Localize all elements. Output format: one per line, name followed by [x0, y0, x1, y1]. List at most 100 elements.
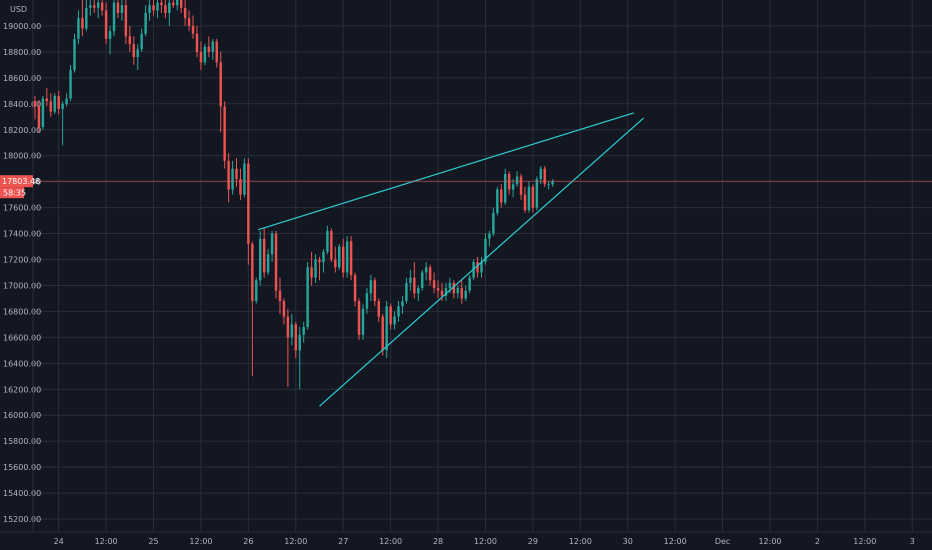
- price-tick-label: 18200.00: [3, 126, 41, 135]
- candle: [484, 233, 487, 265]
- upper-trendline[interactable]: [258, 112, 634, 231]
- candle: [496, 186, 499, 216]
- candle-body: [436, 288, 440, 291]
- candle: [543, 166, 546, 187]
- trendline-group[interactable]: [258, 112, 644, 407]
- candle: [270, 230, 274, 263]
- candle-body: [239, 179, 242, 195]
- candle-body: [278, 290, 282, 302]
- candle: [468, 275, 471, 294]
- candle-body: [480, 262, 483, 273]
- candle: [49, 93, 53, 117]
- candle-body: [464, 290, 467, 299]
- candle-body: [484, 238, 487, 263]
- price-tick-label: 15800.00: [3, 437, 41, 446]
- candle-body: [341, 246, 345, 273]
- candle-body: [187, 18, 191, 26]
- candle-body: [219, 62, 222, 107]
- candle: [503, 168, 507, 206]
- candle: [460, 280, 463, 304]
- time-tick-label: 12:00: [189, 537, 212, 546]
- candle: [211, 38, 215, 60]
- currency-label: USD: [10, 5, 27, 14]
- candle: [432, 272, 436, 294]
- time-tick-label: 2: [815, 537, 820, 546]
- candle-body: [460, 288, 463, 299]
- candle: [401, 295, 404, 315]
- candle: [345, 236, 349, 278]
- candle-body: [69, 70, 72, 99]
- candle-body: [535, 179, 539, 208]
- candle: [310, 251, 313, 286]
- time-axis[interactable]: 24 12:00 25 12:00 26 12:00 27 12:00 28 12:00 29 12:…: [0, 531, 932, 546]
- candle: [160, 0, 163, 13]
- candle-body: [231, 168, 234, 190]
- candle: [294, 321, 298, 359]
- candle-body: [417, 288, 420, 294]
- candle: [258, 230, 262, 286]
- time-tick-label: 29: [528, 537, 538, 546]
- candle-body: [448, 282, 452, 289]
- candle-body: [310, 267, 313, 278]
- candle: [353, 272, 357, 307]
- candlestick-series: [33, 0, 554, 390]
- candle: [112, 0, 116, 37]
- candle: [274, 230, 278, 299]
- candle: [176, 0, 179, 11]
- time-tick-label: 24: [54, 537, 64, 546]
- candle: [179, 0, 183, 13]
- candle: [140, 28, 143, 52]
- candle: [37, 99, 41, 133]
- price-tick-label: 15200.00: [3, 515, 41, 524]
- candle: [519, 173, 523, 200]
- time-tick-label: 27: [338, 537, 348, 546]
- candle: [57, 90, 60, 115]
- candle-body: [551, 181, 554, 185]
- candle-body: [33, 101, 37, 107]
- candle: [357, 298, 361, 340]
- candle: [385, 301, 388, 359]
- candle-body: [179, 0, 183, 8]
- candle-body: [235, 168, 238, 180]
- price-tick-label: 16200.00: [3, 385, 41, 394]
- candle: [195, 25, 199, 58]
- candle-body: [322, 251, 325, 263]
- candle: [547, 181, 550, 190]
- candle: [199, 41, 203, 71]
- countdown-value: 58:35: [3, 189, 26, 198]
- candle: [33, 96, 37, 120]
- candle: [373, 277, 377, 307]
- candle: [480, 256, 483, 278]
- candle: [365, 288, 369, 315]
- candle-body: [357, 301, 361, 335]
- candle-body: [492, 212, 495, 234]
- candle: [144, 5, 147, 37]
- candle: [262, 228, 266, 278]
- candle: [156, 0, 159, 19]
- candle: [89, 0, 92, 16]
- candle-body: [266, 254, 270, 273]
- candle-body: [298, 334, 301, 351]
- candle-body: [326, 230, 329, 252]
- candle-body: [120, 5, 124, 13]
- candle-body: [128, 36, 132, 45]
- candle-body: [515, 176, 519, 185]
- candle: [120, 0, 124, 21]
- candle: [116, 0, 120, 19]
- candle: [361, 303, 365, 340]
- candle-body: [100, 2, 104, 11]
- candle-body: [547, 184, 550, 186]
- candle-body: [53, 96, 56, 112]
- time-tick-label: Dec: [715, 537, 730, 546]
- candle-body: [369, 280, 373, 294]
- price-tick-label: 18400.00: [3, 100, 41, 109]
- lower-trendline[interactable]: [319, 117, 644, 407]
- candle: [231, 160, 234, 195]
- candle: [124, 0, 128, 45]
- candle: [523, 186, 527, 213]
- candle-body: [500, 189, 503, 203]
- candle-body: [330, 230, 333, 260]
- candle-body: [302, 326, 305, 335]
- candle: [223, 101, 226, 169]
